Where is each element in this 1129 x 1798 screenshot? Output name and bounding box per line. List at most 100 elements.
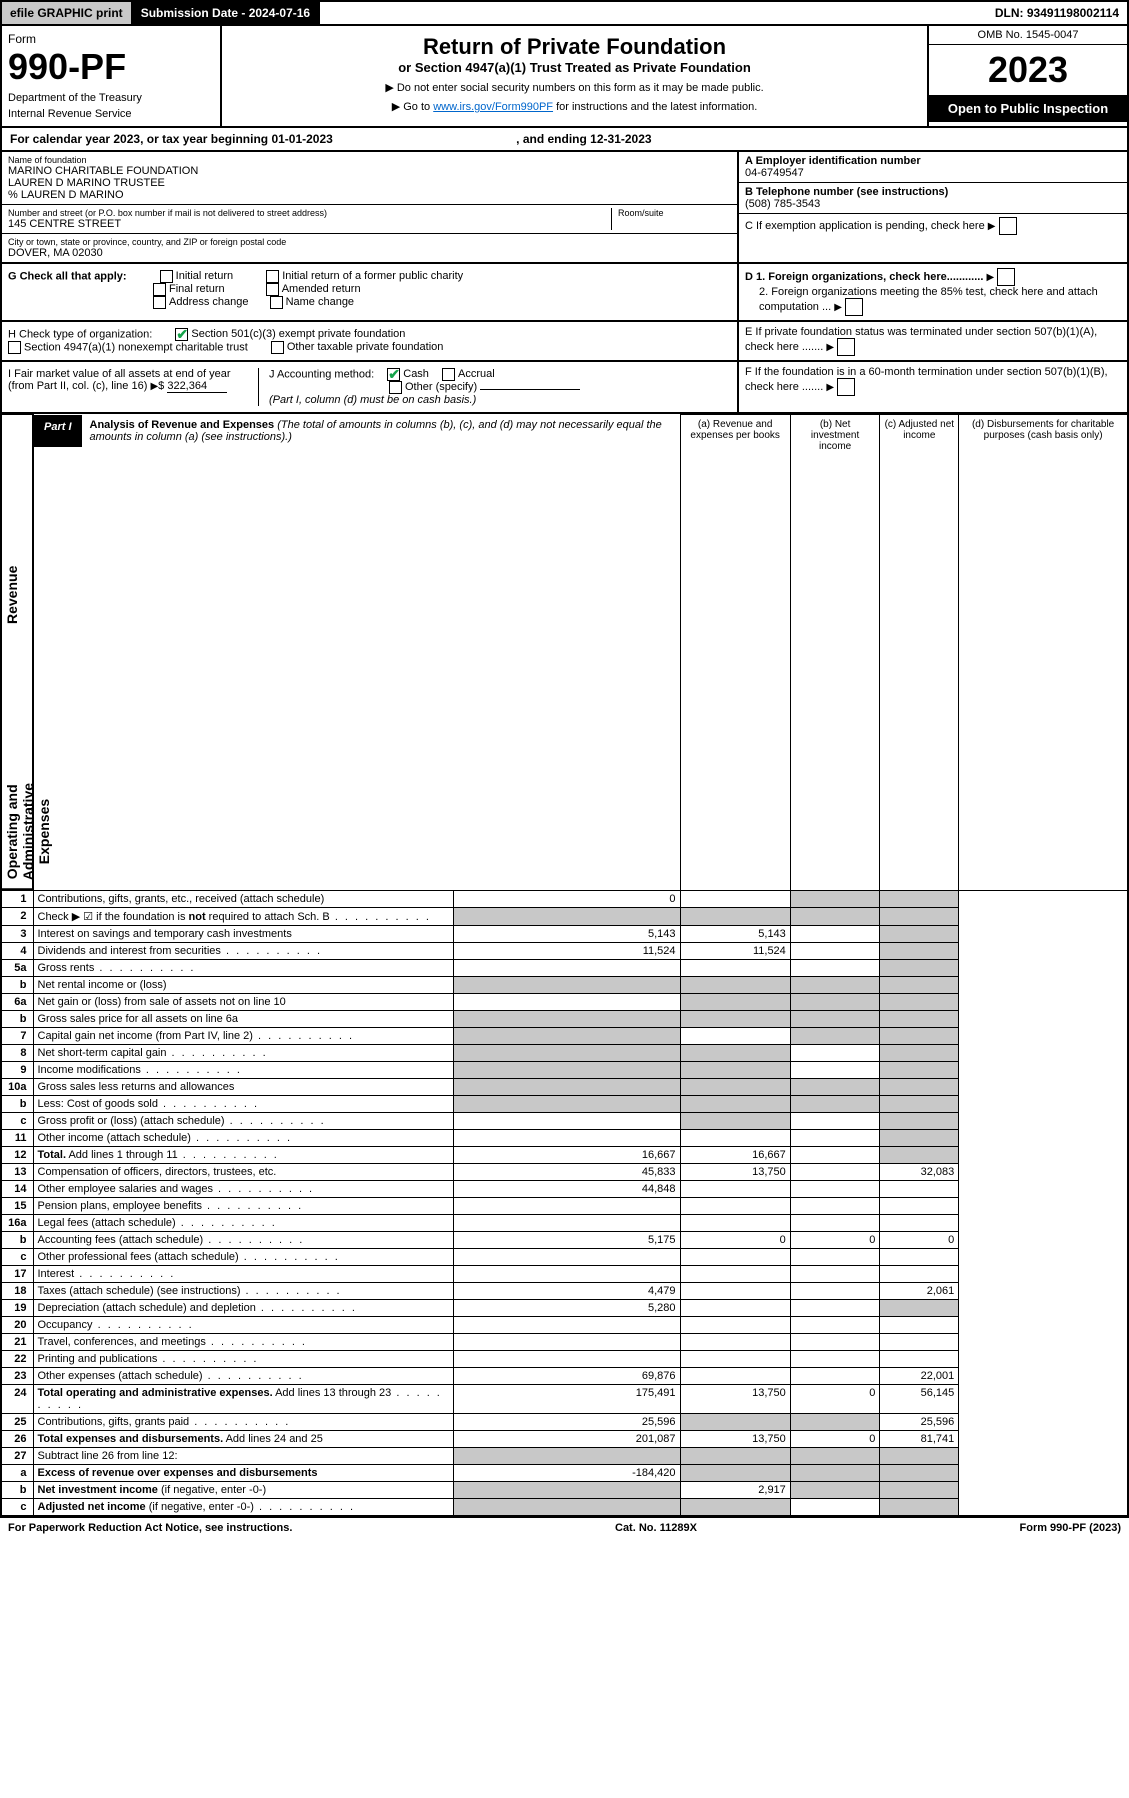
line-description: Gross sales less returns and allowances: [33, 1079, 453, 1096]
c-checkbox[interactable]: [999, 217, 1017, 235]
value-cell: -184,420: [453, 1465, 680, 1482]
value-cell: [790, 1266, 880, 1283]
line-number: c: [1, 1499, 33, 1517]
address-change-checkbox[interactable]: [153, 296, 166, 309]
line-description: Gross rents: [33, 960, 453, 977]
value-cell: [680, 1334, 790, 1351]
line-description: Interest: [33, 1266, 453, 1283]
d1-text: D 1. Foreign organizations, check here..…: [745, 271, 983, 283]
cash-checkbox[interactable]: [387, 368, 400, 381]
line-number: 13: [1, 1164, 33, 1181]
value-cell: [880, 943, 959, 960]
value-cell: [880, 1079, 959, 1096]
line-number: 5a: [1, 960, 33, 977]
value-cell: [880, 994, 959, 1011]
line-number: 24: [1, 1385, 33, 1414]
d1-checkbox[interactable]: [997, 268, 1015, 286]
value-cell: [453, 1011, 680, 1028]
value-cell: [790, 1181, 880, 1198]
value-cell: [880, 1499, 959, 1517]
d2-checkbox[interactable]: [845, 298, 863, 316]
value-cell: [680, 1300, 790, 1317]
value-cell: [453, 977, 680, 994]
name-change-checkbox[interactable]: [270, 296, 283, 309]
table-row: 24Total operating and administrative exp…: [1, 1385, 1128, 1414]
line-number: b: [1, 1011, 33, 1028]
dept-treasury: Department of the Treasury: [8, 92, 214, 104]
f-checkbox[interactable]: [837, 378, 855, 396]
g-amended: Amended return: [282, 283, 361, 295]
initial-return-checkbox[interactable]: [160, 270, 173, 283]
value-cell: [453, 1351, 680, 1368]
i-block: I Fair market value of all assets at end…: [8, 368, 258, 406]
line-number: 27: [1, 1448, 33, 1465]
final-return-checkbox[interactable]: [153, 283, 166, 296]
4947-checkbox[interactable]: [8, 341, 21, 354]
value-cell: [680, 1351, 790, 1368]
line-description: Depreciation (attach schedule) and deple…: [33, 1300, 453, 1317]
value-cell: 32,083: [880, 1164, 959, 1181]
g-initial: Initial return: [176, 270, 233, 282]
line-description: Other employee salaries and wages: [33, 1181, 453, 1198]
value-cell: [880, 1300, 959, 1317]
value-cell: [680, 1096, 790, 1113]
line-description: Dividends and interest from securities: [33, 943, 453, 960]
e-block: E If private foundation status was termi…: [737, 322, 1127, 360]
e-checkbox[interactable]: [837, 338, 855, 356]
value-cell: 44,848: [453, 1181, 680, 1198]
table-row: 13Compensation of officers, directors, t…: [1, 1164, 1128, 1181]
line-description: Interest on savings and temporary cash i…: [33, 926, 453, 943]
ein-block: A Employer identification number 04-6749…: [739, 152, 1127, 183]
arrow-icon: [986, 271, 994, 283]
table-row: 17Interest: [1, 1266, 1128, 1283]
col-c-header: (c) Adjusted net income: [880, 415, 959, 891]
arrow-icon: [826, 381, 834, 393]
value-cell: [790, 891, 880, 908]
501c3-checkbox[interactable]: [175, 328, 188, 341]
form-title: Return of Private Foundation: [230, 34, 919, 60]
line-number: c: [1, 1249, 33, 1266]
line-description: Printing and publications: [33, 1351, 453, 1368]
value-cell: [453, 1448, 680, 1465]
value-cell: [880, 1266, 959, 1283]
foundation-name2: LAUREN D MARINO TRUSTEE: [8, 177, 731, 189]
table-row: 3Interest on savings and temporary cash …: [1, 926, 1128, 943]
form-number: 990-PF: [8, 46, 214, 88]
line-number: 25: [1, 1414, 33, 1431]
amended-return-checkbox[interactable]: [266, 283, 279, 296]
footer-mid: Cat. No. 11289X: [615, 1522, 697, 1534]
value-cell: [880, 926, 959, 943]
line-description: Subtract line 26 from line 12:: [33, 1448, 453, 1465]
value-cell: [790, 1351, 880, 1368]
table-row: 25Contributions, gifts, grants paid25,59…: [1, 1414, 1128, 1431]
table-row: bAccounting fees (attach schedule)5,1750…: [1, 1232, 1128, 1249]
note-link: ▶ Go to www.irs.gov/Form990PF for instru…: [230, 100, 919, 113]
phone-block: B Telephone number (see instructions) (5…: [739, 183, 1127, 214]
value-cell: 2,917: [680, 1482, 790, 1499]
info-left: Name of foundation MARINO CHARITABLE FOU…: [2, 152, 737, 262]
value-cell: [680, 1368, 790, 1385]
form990pf-link[interactable]: www.irs.gov/Form990PF: [433, 101, 553, 113]
value-cell: [880, 1465, 959, 1482]
accrual-checkbox[interactable]: [442, 368, 455, 381]
name-label: Name of foundation: [8, 155, 731, 165]
value-cell: [880, 1351, 959, 1368]
value-cell: [453, 1079, 680, 1096]
table-row: 6aNet gain or (loss) from sale of assets…: [1, 994, 1128, 1011]
value-cell: [453, 1062, 680, 1079]
value-cell: [880, 1028, 959, 1045]
value-cell: [680, 891, 790, 908]
table-row: bLess: Cost of goods sold: [1, 1096, 1128, 1113]
value-cell: [453, 1096, 680, 1113]
value-cell: 11,524: [680, 943, 790, 960]
other-taxable-checkbox[interactable]: [271, 341, 284, 354]
line-number: b: [1, 1096, 33, 1113]
table-row: cOther professional fees (attach schedul…: [1, 1249, 1128, 1266]
initial-former-checkbox[interactable]: [266, 270, 279, 283]
other-method-checkbox[interactable]: [389, 381, 402, 394]
header-right: OMB No. 1545-0047 2023 Open to Public In…: [927, 26, 1127, 126]
value-cell: [680, 1465, 790, 1482]
submission-date: Submission Date - 2024-07-16: [133, 2, 320, 24]
j-other: Other (specify): [405, 381, 477, 393]
header-left: Form 990-PF Department of the Treasury I…: [2, 26, 222, 126]
